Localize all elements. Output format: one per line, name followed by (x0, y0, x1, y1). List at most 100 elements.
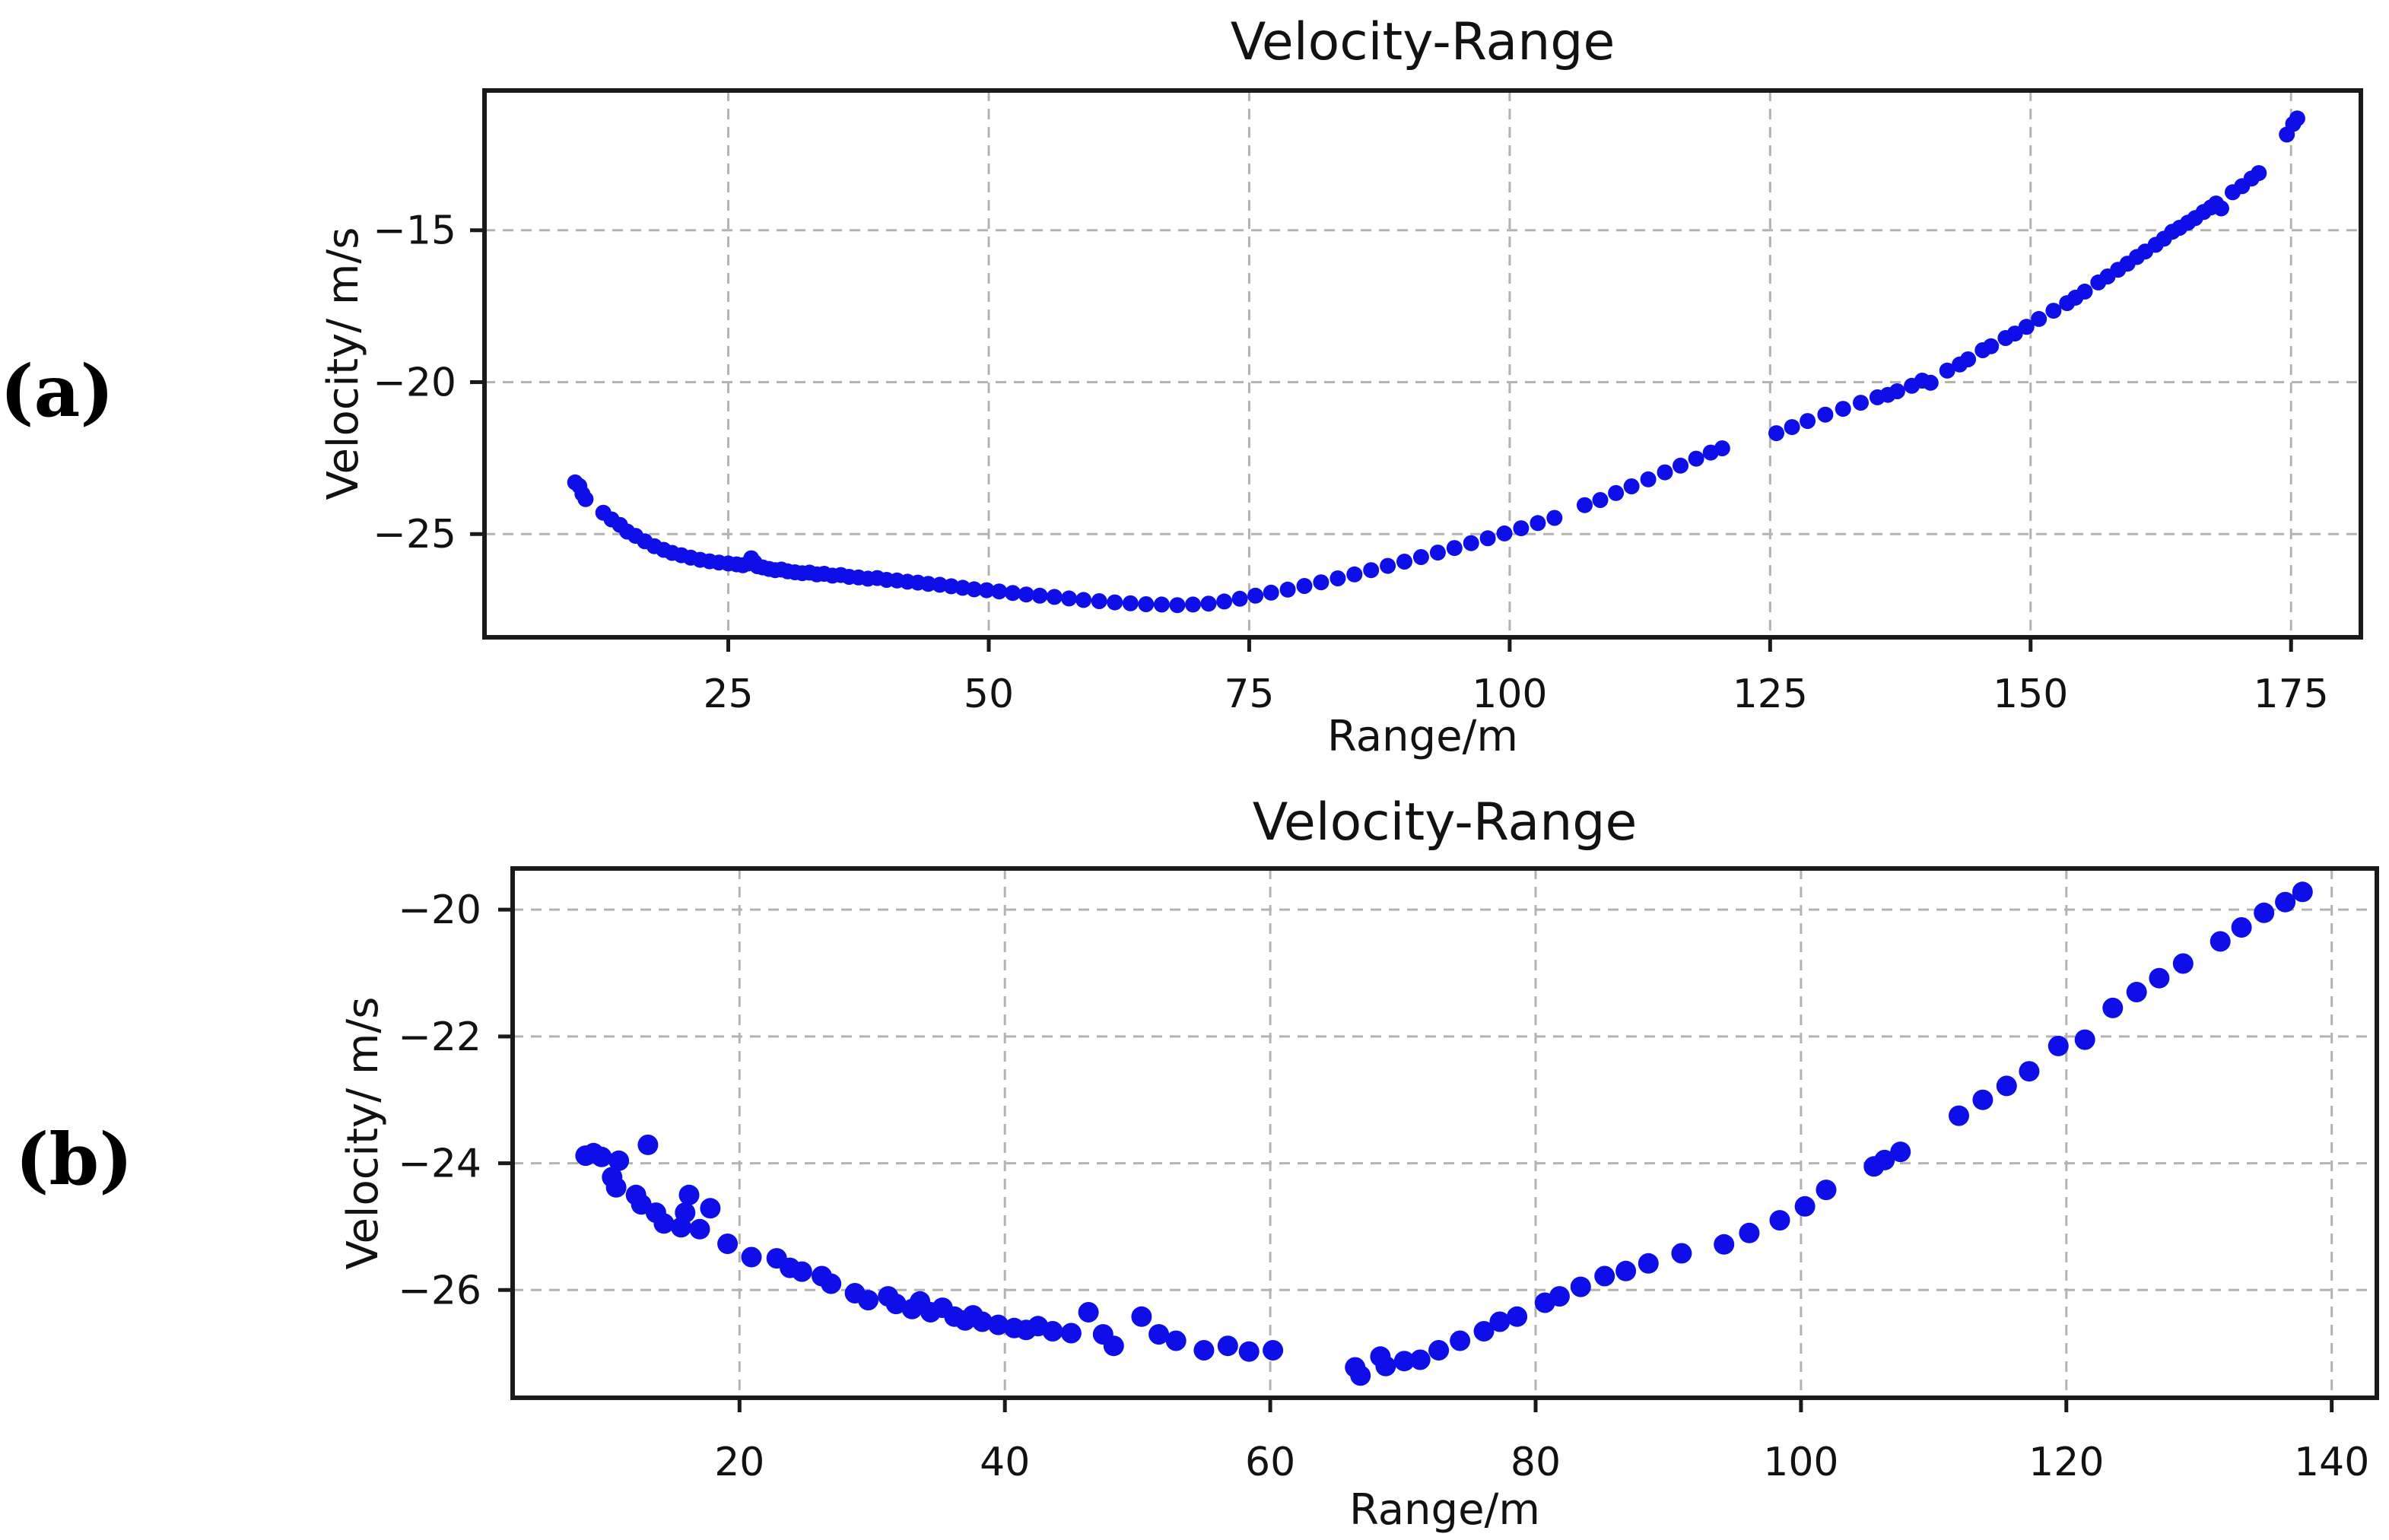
scatter-point (1169, 597, 1186, 614)
scatter-point (1835, 401, 1851, 418)
scatter-point (1769, 1210, 1790, 1231)
scatter-point (1091, 593, 1107, 609)
y-tick-label: −25 (373, 512, 456, 557)
scatter-point (1816, 1180, 1837, 1201)
scatter-point (1800, 413, 1816, 430)
scatter-point (1784, 419, 1800, 436)
scatter-point (1103, 1335, 1124, 1357)
scatter-point (2213, 200, 2229, 217)
scatter-point (972, 1311, 993, 1332)
scatter-point (1375, 1355, 1396, 1376)
scatter-point (1890, 1142, 1911, 1163)
x-tick-label: 50 (964, 672, 1014, 717)
scatter-point (605, 1176, 627, 1198)
scatter-point (1473, 1321, 1495, 1342)
scatter-point (741, 1246, 762, 1268)
scatter-point (1200, 595, 1217, 612)
scatter-point (1217, 1335, 1238, 1357)
panel-label-b: (b) (15, 1118, 133, 1202)
scatter-point (2172, 953, 2194, 974)
scatter-point (2254, 902, 2275, 923)
x-tick-label: 80 (1511, 1440, 1561, 1485)
y-tick-label: −26 (398, 1268, 481, 1313)
scatter-point (653, 1213, 675, 1234)
scatter-point (608, 1150, 630, 1171)
scatter-point (1031, 587, 1048, 604)
x-tick-label: 140 (2294, 1440, 2369, 1485)
scatter-point (1507, 1306, 1528, 1327)
scatter-point (675, 1202, 696, 1224)
scatter-point (1960, 351, 1977, 367)
scatter-point (1061, 590, 1077, 607)
y-tick-label: −15 (373, 208, 456, 254)
scatter-point (1853, 395, 1869, 411)
y-tick-label: −20 (398, 887, 481, 933)
scatter-point (1608, 484, 1625, 501)
scatter-point (1238, 1341, 1260, 1362)
scatter-point (2292, 881, 2313, 903)
scatter-point (1446, 540, 1463, 557)
scatter-point (689, 1218, 710, 1240)
scatter-point (1972, 1089, 1993, 1110)
scatter-point (1247, 587, 1264, 604)
scatter-point (1594, 1265, 1615, 1287)
scatter-point (1393, 1351, 1415, 1372)
scatter-point (1592, 492, 1609, 508)
scatter-point (1496, 525, 1513, 541)
scatter-point (1216, 593, 1233, 610)
x-tick-label: 100 (1472, 672, 1547, 717)
scatter-point (1313, 574, 1330, 591)
scatter-point (1489, 1311, 1511, 1332)
scatter-point (1794, 1195, 1816, 1217)
scatter-point (1768, 425, 1784, 442)
scatter-point (1428, 1340, 1450, 1361)
scatter-point (2074, 1029, 2095, 1050)
scatter-point (2031, 310, 2047, 327)
scatter-point (1153, 596, 1170, 613)
scatter-point (1263, 1340, 1284, 1361)
scatter-point (1363, 562, 1380, 579)
chart-b-y-axis-label: Velocity/ m/s (338, 996, 388, 1270)
scatter-point (1530, 515, 1546, 532)
x-tick-label: 20 (714, 1440, 764, 1485)
scatter-point (1546, 510, 1563, 526)
chart-a-title: Velocity-Range (1230, 12, 1615, 72)
scatter-point (1412, 549, 1429, 565)
scatter-point (1138, 596, 1155, 612)
scatter-point (1939, 362, 1955, 379)
scatter-point (1922, 374, 1939, 391)
y-tick-label: −22 (398, 1014, 481, 1060)
scatter-point (678, 1184, 700, 1205)
scatter-point (1231, 590, 1248, 607)
x-tick-label: 175 (2254, 672, 2329, 717)
scatter-point (2102, 997, 2124, 1018)
scatter-point (966, 581, 983, 598)
scatter-point (1075, 592, 1092, 608)
scatter-point (1623, 478, 1640, 494)
scatter-point (2019, 1061, 2040, 1082)
scatter-point (1396, 554, 1412, 570)
y-tick-label: −20 (373, 360, 456, 405)
plot-border (482, 88, 2363, 640)
scatter-point (1983, 338, 2000, 354)
scatter-point (1042, 1321, 1063, 1342)
scatter-point (1330, 570, 1346, 586)
scatter-point (978, 582, 995, 599)
scatter-point (1673, 457, 1689, 474)
scatter-point (1346, 566, 1363, 583)
scatter-point (1577, 497, 1593, 513)
scatter-point (1889, 383, 1905, 399)
scatter-point (577, 491, 594, 507)
scatter-point (1949, 1105, 1969, 1126)
x-tick-label: 40 (980, 1440, 1030, 1485)
scatter-point (1165, 1330, 1187, 1351)
scatter-point (1874, 1149, 1895, 1170)
scatter-point (1263, 584, 1279, 601)
scatter-point (2126, 982, 2147, 1002)
scatter-point (1131, 1306, 1152, 1327)
scatter-point (858, 1290, 878, 1311)
x-tick-label: 150 (1993, 672, 2068, 717)
scatter-point (1148, 1324, 1170, 1345)
scatter-point (1409, 1349, 1431, 1370)
